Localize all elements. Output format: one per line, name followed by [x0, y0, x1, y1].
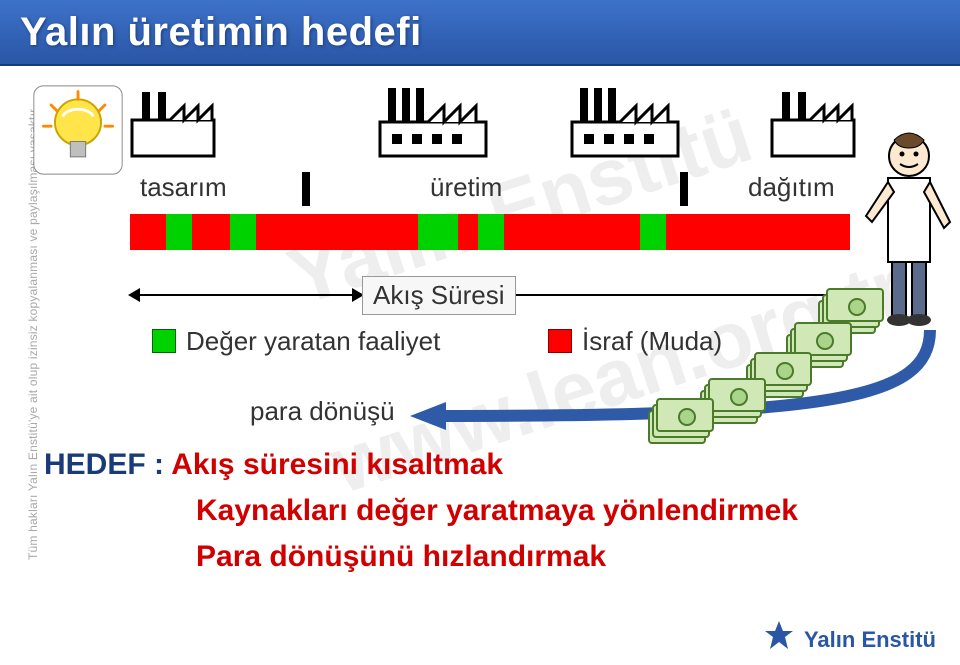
hedef-line-3: Para dönüşünü hızlandırmak — [196, 540, 606, 574]
factory-icon — [378, 84, 488, 158]
flow-timeline-bar — [130, 214, 850, 250]
value-segment — [478, 214, 504, 250]
stage-label-production: üretim — [430, 172, 502, 203]
value-segment — [640, 214, 666, 250]
stage-separator — [302, 172, 310, 206]
customer-person-icon — [864, 130, 954, 330]
slide: { "title": "Yalın üretimin hedefi", "sid… — [0, 0, 960, 665]
money-cycle-label: para dönüşü — [250, 396, 395, 427]
legend-square-green — [152, 329, 176, 353]
lightbulb-icon — [30, 82, 126, 178]
factory-icon — [130, 84, 216, 158]
hedef-block: HEDEF : Akış süresini kısaltmak — [44, 448, 503, 482]
value-segment — [166, 214, 192, 250]
value-segment — [418, 214, 458, 250]
stage-separator — [680, 172, 688, 206]
flow-range-arrow-right — [498, 294, 850, 296]
slide-title: Yalın üretimin hedefi — [20, 10, 422, 55]
brand-logo: Yalın Enstitü — [762, 619, 936, 653]
hedef-line-1: Akış süresini kısaltmak — [171, 448, 503, 481]
value-segment — [230, 214, 256, 250]
legend-value: Değer yaratan faaliyet — [152, 326, 440, 357]
stage-labels: tasarım üretim dağıtım — [130, 172, 850, 206]
process-stage-row — [130, 84, 850, 164]
logo-mark-icon — [762, 619, 796, 653]
factory-icon — [570, 84, 680, 158]
factory-icon — [770, 84, 856, 158]
flow-caption: Akış Süresi — [362, 276, 516, 315]
hedef-line-2: Kaynakları değer yaratmaya yönlendirmek — [196, 494, 798, 528]
flow-range-arrow-left — [130, 294, 362, 296]
hedef-label: HEDEF : — [44, 448, 164, 481]
logo-text: Yalın Enstitü — [804, 627, 936, 653]
stage-label-distribution: dağıtım — [748, 172, 835, 203]
stage-label-design: tasarım — [140, 172, 227, 203]
